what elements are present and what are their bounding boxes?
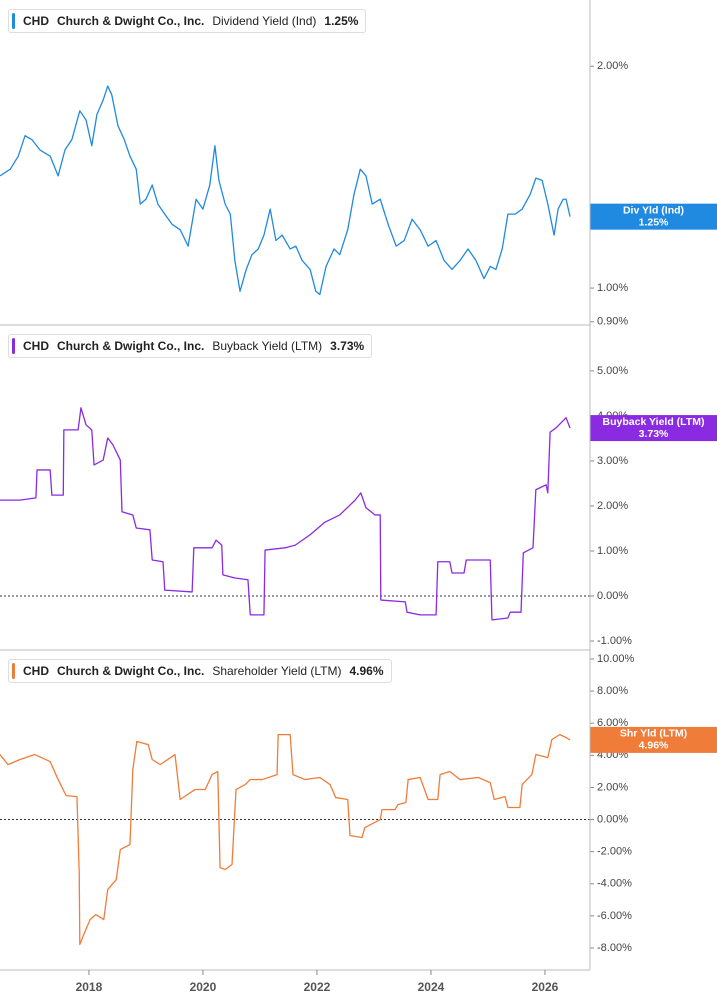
header-ticker: CHD bbox=[23, 14, 49, 28]
y-tick-label: 0.90% bbox=[597, 316, 628, 328]
y-tick-label: 3.00% bbox=[597, 455, 628, 467]
y-tick-label: 1.00% bbox=[597, 545, 628, 557]
value-badge bbox=[590, 415, 717, 442]
y-tick-label: 2.00% bbox=[597, 60, 628, 72]
header-metric: Dividend Yield (Ind) bbox=[212, 14, 317, 28]
series-line bbox=[0, 733, 571, 946]
header-value: 3.73% bbox=[330, 339, 365, 353]
badge-name: Shr Yld (LTM) bbox=[620, 728, 687, 740]
series-line bbox=[0, 407, 571, 621]
header-company: Church & Dwight Co., Inc. bbox=[57, 339, 205, 353]
badge-value: 3.73% bbox=[639, 428, 669, 440]
header-color-bar bbox=[12, 663, 15, 679]
chart-header: CHD Church & Dwight Co., Inc. Dividend Yie… bbox=[8, 9, 367, 33]
y-tick-label: 8.00% bbox=[597, 685, 628, 697]
y-tick-label: 2.00% bbox=[597, 500, 628, 512]
y-tick-label: 6.00% bbox=[597, 717, 628, 729]
x-tick-label: 2026 bbox=[532, 980, 559, 994]
header-value: 4.96% bbox=[349, 664, 384, 678]
y-tick-label: 0.00% bbox=[597, 590, 628, 602]
badge-name: Div Yld (Ind) bbox=[623, 204, 684, 216]
y-tick-label: -8.00% bbox=[597, 942, 632, 954]
value-badge bbox=[590, 726, 717, 753]
header-metric: Shareholder Yield (LTM) bbox=[212, 664, 342, 678]
header-company: Church & Dwight Co., Inc. bbox=[57, 664, 205, 678]
y-tick-label: 2.00% bbox=[597, 781, 628, 793]
header-company: Church & Dwight Co., Inc. bbox=[57, 14, 205, 28]
y-tick-label: 10.00% bbox=[597, 653, 635, 665]
header-metric: Buyback Yield (LTM) bbox=[212, 339, 323, 353]
x-tick-label: 2018 bbox=[76, 980, 103, 994]
header-ticker: CHD bbox=[23, 664, 49, 678]
badge-value: 1.25% bbox=[639, 216, 669, 228]
x-tick-label: 2022 bbox=[304, 980, 331, 994]
header-color-bar bbox=[12, 338, 15, 354]
y-tick-label: -6.00% bbox=[597, 910, 632, 922]
x-tick-label: 2020 bbox=[190, 980, 217, 994]
y-tick-label: -4.00% bbox=[597, 878, 632, 890]
y-tick-label: 5.00% bbox=[597, 365, 628, 377]
chart-header: CHD Church & Dwight Co., Inc. Buyback Yiel… bbox=[8, 334, 373, 358]
y-tick-label: 1.00% bbox=[597, 282, 628, 294]
y-tick-label: -1.00% bbox=[597, 635, 632, 647]
y-tick-label: -2.00% bbox=[597, 846, 632, 858]
badge-name: Buyback Yield (LTM) bbox=[603, 416, 705, 428]
value-badge bbox=[590, 203, 717, 230]
chart-header: CHD Church & Dwight Co., Inc. Shareholder … bbox=[8, 659, 392, 683]
header-value: 1.25% bbox=[324, 14, 359, 28]
series-line bbox=[0, 85, 571, 296]
header-ticker: CHD bbox=[23, 339, 49, 353]
y-tick-label: 0.00% bbox=[597, 813, 628, 825]
header-color-bar bbox=[12, 13, 15, 29]
badge-value: 4.96% bbox=[639, 740, 669, 752]
x-tick-label: 2024 bbox=[418, 980, 445, 994]
